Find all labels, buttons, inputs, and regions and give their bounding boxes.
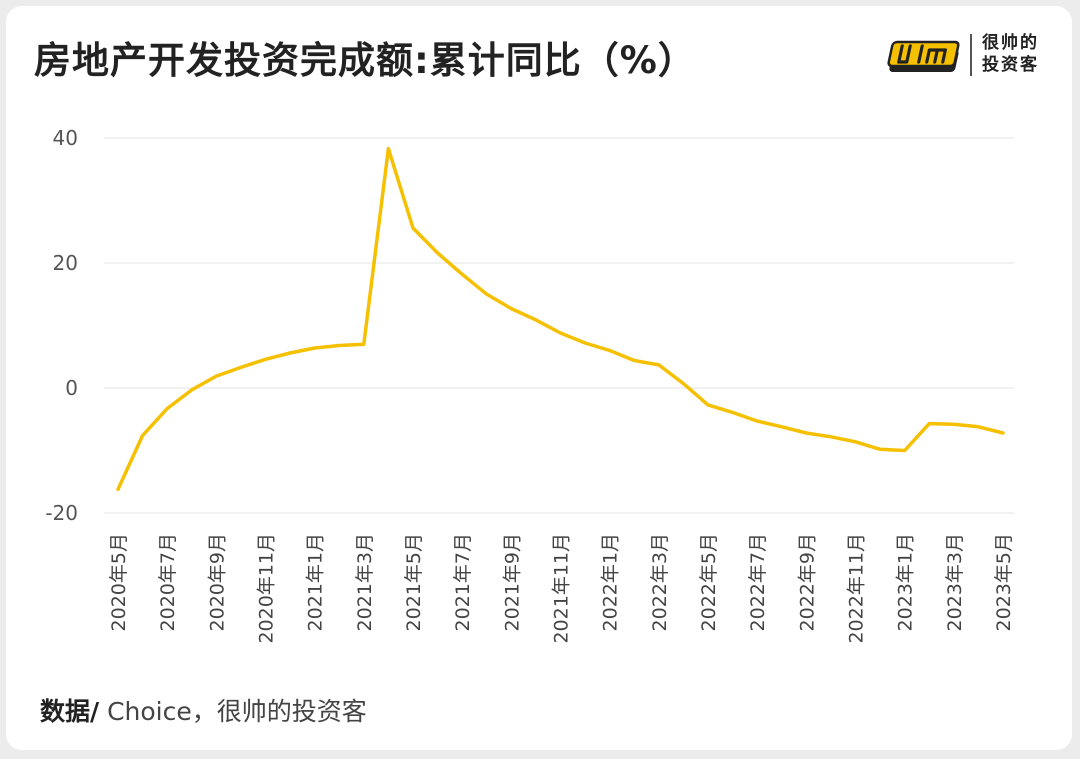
x-axis-ticks: 2020年5月 2020年7月 2020年9月 2020年11月 2021年1月 2021… bbox=[108, 533, 1015, 644]
x-tick-label: 2020年7月 bbox=[157, 533, 179, 631]
y-tick-label: 0 bbox=[65, 376, 78, 400]
source-note: 数据/ Choice，很帅的投资客 bbox=[40, 692, 367, 728]
x-tick-label: 2021年3月 bbox=[354, 533, 376, 631]
brand-divider bbox=[970, 34, 972, 76]
x-tick-label: 2022年5月 bbox=[698, 533, 720, 631]
x-tick-label: 2021年5月 bbox=[403, 533, 425, 631]
x-tick-label: 2020年11月 bbox=[256, 533, 278, 644]
x-tick-label: 2023年3月 bbox=[944, 533, 966, 631]
x-tick-label: 2022年9月 bbox=[796, 533, 818, 631]
x-tick-label: 2022年1月 bbox=[600, 533, 622, 631]
x-tick-label: 2023年5月 bbox=[993, 533, 1015, 631]
chart-title: 房地产开发投资完成额:累计同比（%） bbox=[34, 39, 696, 82]
y-tick-label: -20 bbox=[45, 501, 78, 525]
brand-name: 很帅的 投资客 bbox=[982, 32, 1062, 76]
x-tick-label: 2022年7月 bbox=[747, 533, 769, 631]
y-tick-label: 20 bbox=[53, 251, 78, 275]
source-label: 数据/ bbox=[40, 697, 100, 726]
chart-card bbox=[6, 6, 1072, 750]
brand-line1: 很帅的 bbox=[982, 33, 1039, 53]
source-text: Choice，很帅的投资客 bbox=[99, 697, 367, 726]
x-tick-label: 2020年5月 bbox=[108, 533, 130, 631]
series-line bbox=[116, 146, 1005, 492]
brand-mark-icon bbox=[887, 40, 960, 72]
brand-logo: 很帅的 投资客 bbox=[884, 28, 1054, 84]
x-tick-label: 2021年7月 bbox=[452, 533, 474, 631]
x-tick-label: 2020年9月 bbox=[206, 533, 228, 631]
x-tick-label: 2021年11月 bbox=[551, 533, 573, 644]
y-tick-label: 40 bbox=[53, 126, 78, 150]
x-tick-label: 2022年11月 bbox=[846, 533, 868, 644]
x-tick-label: 2023年1月 bbox=[895, 533, 917, 631]
y-axis-ticks: 40 20 0 -20 bbox=[45, 126, 78, 525]
brand-line2: 投资客 bbox=[982, 55, 1039, 75]
x-tick-label: 2021年9月 bbox=[501, 533, 523, 631]
x-tick-label: 2022年3月 bbox=[649, 533, 671, 631]
grid-lines bbox=[104, 137, 1014, 514]
x-tick-label: 2021年1月 bbox=[305, 533, 327, 631]
